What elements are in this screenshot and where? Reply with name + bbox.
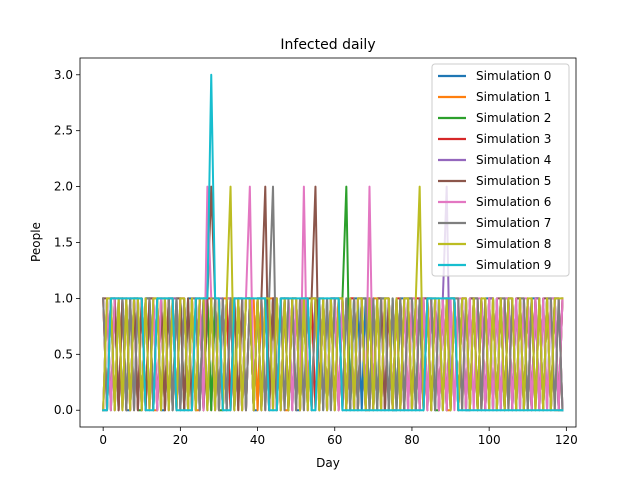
x-axis-ticks: 0 20 40 60 80 100 120: [99, 427, 578, 447]
y-tick-label: 0.5: [54, 347, 73, 361]
chart-title: Infected daily: [280, 37, 375, 53]
x-axis-label: Day: [316, 456, 340, 470]
y-axis-label: People: [29, 222, 43, 262]
x-tick-label: 80: [404, 433, 419, 447]
legend-entry-1: Simulation 1: [476, 90, 551, 104]
x-tick-label: 120: [555, 433, 578, 447]
y-tick-label: 2.0: [54, 180, 73, 194]
legend-entry-9: Simulation 9: [476, 258, 551, 272]
y-tick-label: 0.0: [54, 403, 73, 417]
series-line-8: [102, 185, 564, 412]
y-tick-label: 3.0: [54, 68, 73, 82]
legend-entry-8: Simulation 8: [476, 237, 551, 251]
legend-entry-2: Simulation 2: [476, 111, 551, 125]
x-tick-label: 20: [173, 433, 188, 447]
legend-entry-3: Simulation 3: [476, 132, 551, 146]
legend: Simulation 0 Simulation 1 Simulation 2 Simu…: [431, 63, 570, 277]
x-tick-label: 0: [99, 433, 107, 447]
y-tick-label: 2.5: [54, 124, 73, 138]
y-axis-ticks: 0.0 0.5 1.0 1.5 2.0 2.5 3.0: [54, 68, 80, 417]
x-tick-label: 40: [250, 433, 265, 447]
legend-entry-5: Simulation 5: [476, 174, 551, 188]
x-tick-label: 100: [478, 433, 501, 447]
legend-entry-6: Simulation 6: [476, 195, 551, 209]
legend-entry-4: Simulation 4: [476, 153, 551, 167]
legend-entry-0: Simulation 0: [476, 69, 551, 83]
y-tick-label: 1.5: [54, 236, 73, 250]
plot-lines: [102, 73, 564, 412]
y-tick-label: 1.0: [54, 291, 73, 305]
x-tick-label: 60: [327, 433, 342, 447]
legend-box: [431, 63, 570, 277]
legend-entry-7: Simulation 7: [476, 216, 551, 230]
series-line-9: [102, 73, 564, 412]
